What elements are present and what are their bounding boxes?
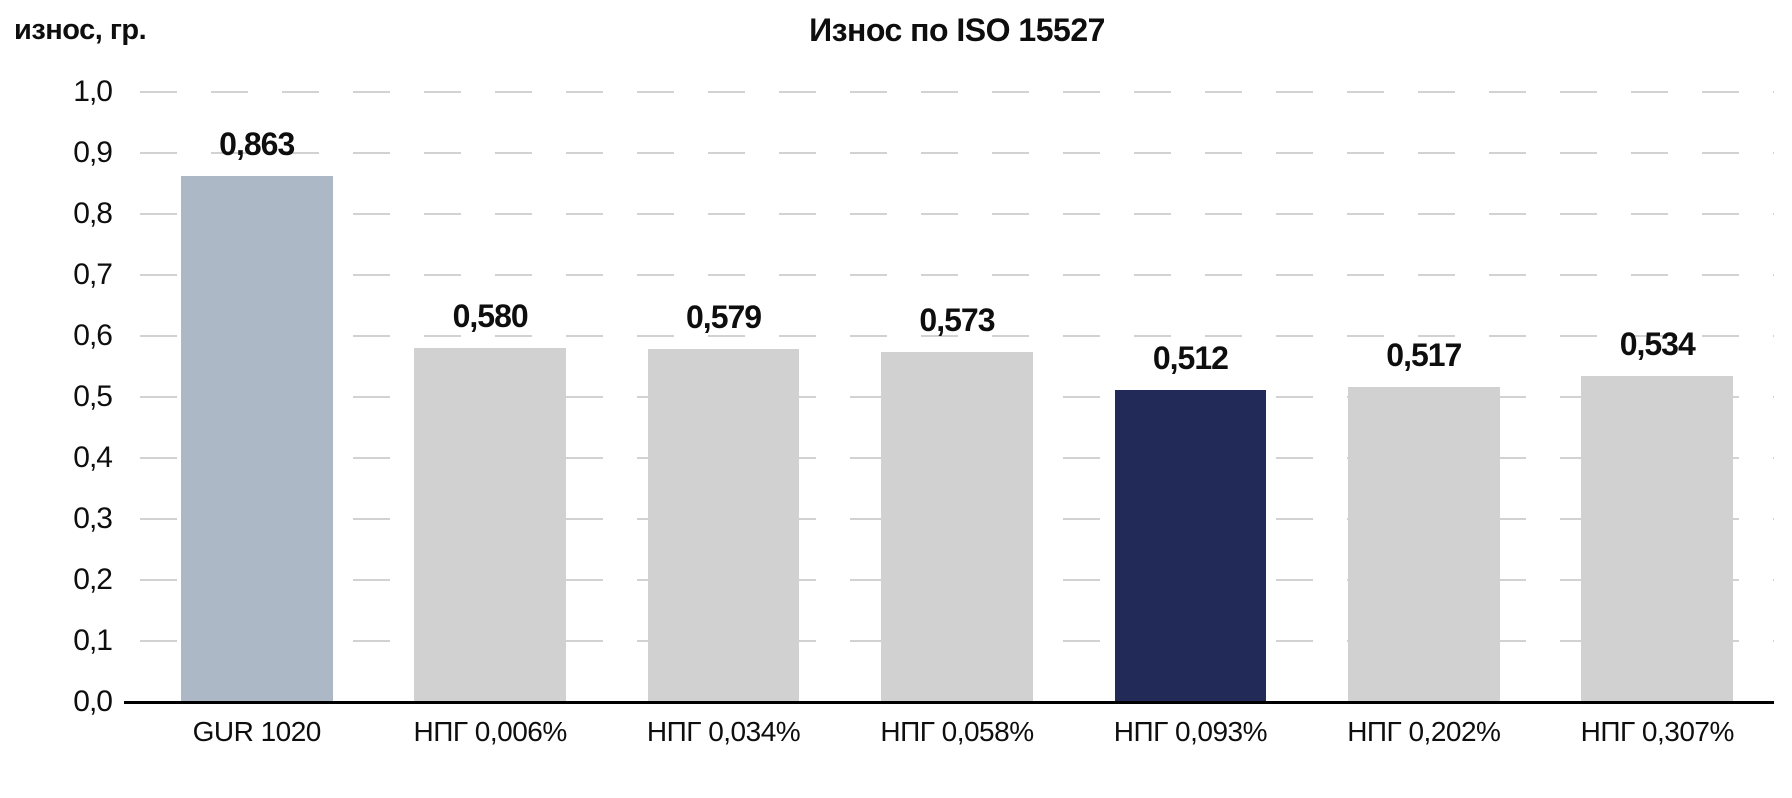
gridline	[140, 335, 1774, 337]
y-tick-label: 0,3	[73, 502, 113, 535]
y-tick-label: 0,6	[73, 319, 113, 352]
bar-slot: 0,579	[607, 92, 840, 702]
y-tick-label: 1,0	[73, 75, 113, 108]
bar	[647, 348, 800, 702]
bar-value-label: 0,573	[919, 302, 995, 339]
bar-value-label: 0,580	[452, 298, 529, 335]
gridline	[140, 152, 1774, 154]
x-category-label: НПГ 0,006%	[413, 716, 568, 747]
gridline	[140, 274, 1774, 276]
chart-title: Износ по ISO 15527	[809, 12, 1105, 48]
x-category-label: НПГ 0,093%	[1113, 716, 1268, 747]
bar-value-label: 0,534	[1619, 326, 1696, 363]
x-category-label: НПГ 0,058%	[880, 716, 1034, 747]
bars-row: 0,863 0,580 0,579 0,573 0,512 0,517 0,534	[140, 92, 1774, 702]
bar	[1581, 376, 1734, 702]
x-axis-labels: GUR 1020 НПГ 0,006% НПГ 0,034% НПГ 0,058% НП…	[140, 716, 1774, 748]
bar	[881, 352, 1033, 702]
bar-slot: 0,534	[1541, 92, 1774, 702]
x-axis-line	[124, 701, 1774, 704]
plot-area: 0,863 0,580 0,579 0,573 0,512 0,517 0,534	[124, 91, 1774, 704]
bar	[414, 348, 566, 702]
y-tick-label: 0,0	[73, 685, 113, 718]
y-axis-title: износ, гр.	[14, 14, 147, 46]
bar	[1347, 386, 1500, 702]
bar-value-label: 0,512	[1152, 339, 1229, 376]
y-tick-label: 0,7	[73, 258, 113, 291]
bar-slot: 0,580	[373, 92, 606, 702]
bar	[1114, 389, 1267, 702]
x-category-label: НПГ 0,307%	[1580, 716, 1735, 747]
x-category-label: НПГ 0,202%	[1347, 716, 1501, 747]
y-tick-label: 0,9	[73, 136, 113, 169]
bar	[180, 175, 333, 702]
bar-slot: 0,863	[140, 92, 373, 702]
y-tick-label: 0,1	[73, 624, 113, 657]
x-category-label: GUR 1020	[192, 716, 322, 747]
bar-value-label: 0,579	[686, 298, 762, 335]
y-tick-label: 0,4	[73, 441, 113, 474]
y-tick-label: 0,5	[73, 380, 113, 413]
bar-slot: 0,573	[840, 92, 1073, 702]
gridline	[140, 213, 1774, 215]
y-tick-label: 0,8	[73, 197, 113, 230]
bar-slot: 0,512	[1074, 92, 1307, 702]
y-tick-label: 0,2	[73, 563, 113, 596]
x-category-label: НПГ 0,034%	[646, 716, 801, 747]
bar-value-label: 0,517	[1386, 336, 1462, 373]
bar-slot: 0,517	[1307, 92, 1540, 702]
bar-value-label: 0,863	[219, 125, 295, 162]
y-axis-ticks: 1,0 0,9 0,8 0,7 0,6 0,5 0,4 0,3 0,2 0,1 0,0	[0, 77, 118, 717]
gridline	[140, 91, 1774, 93]
